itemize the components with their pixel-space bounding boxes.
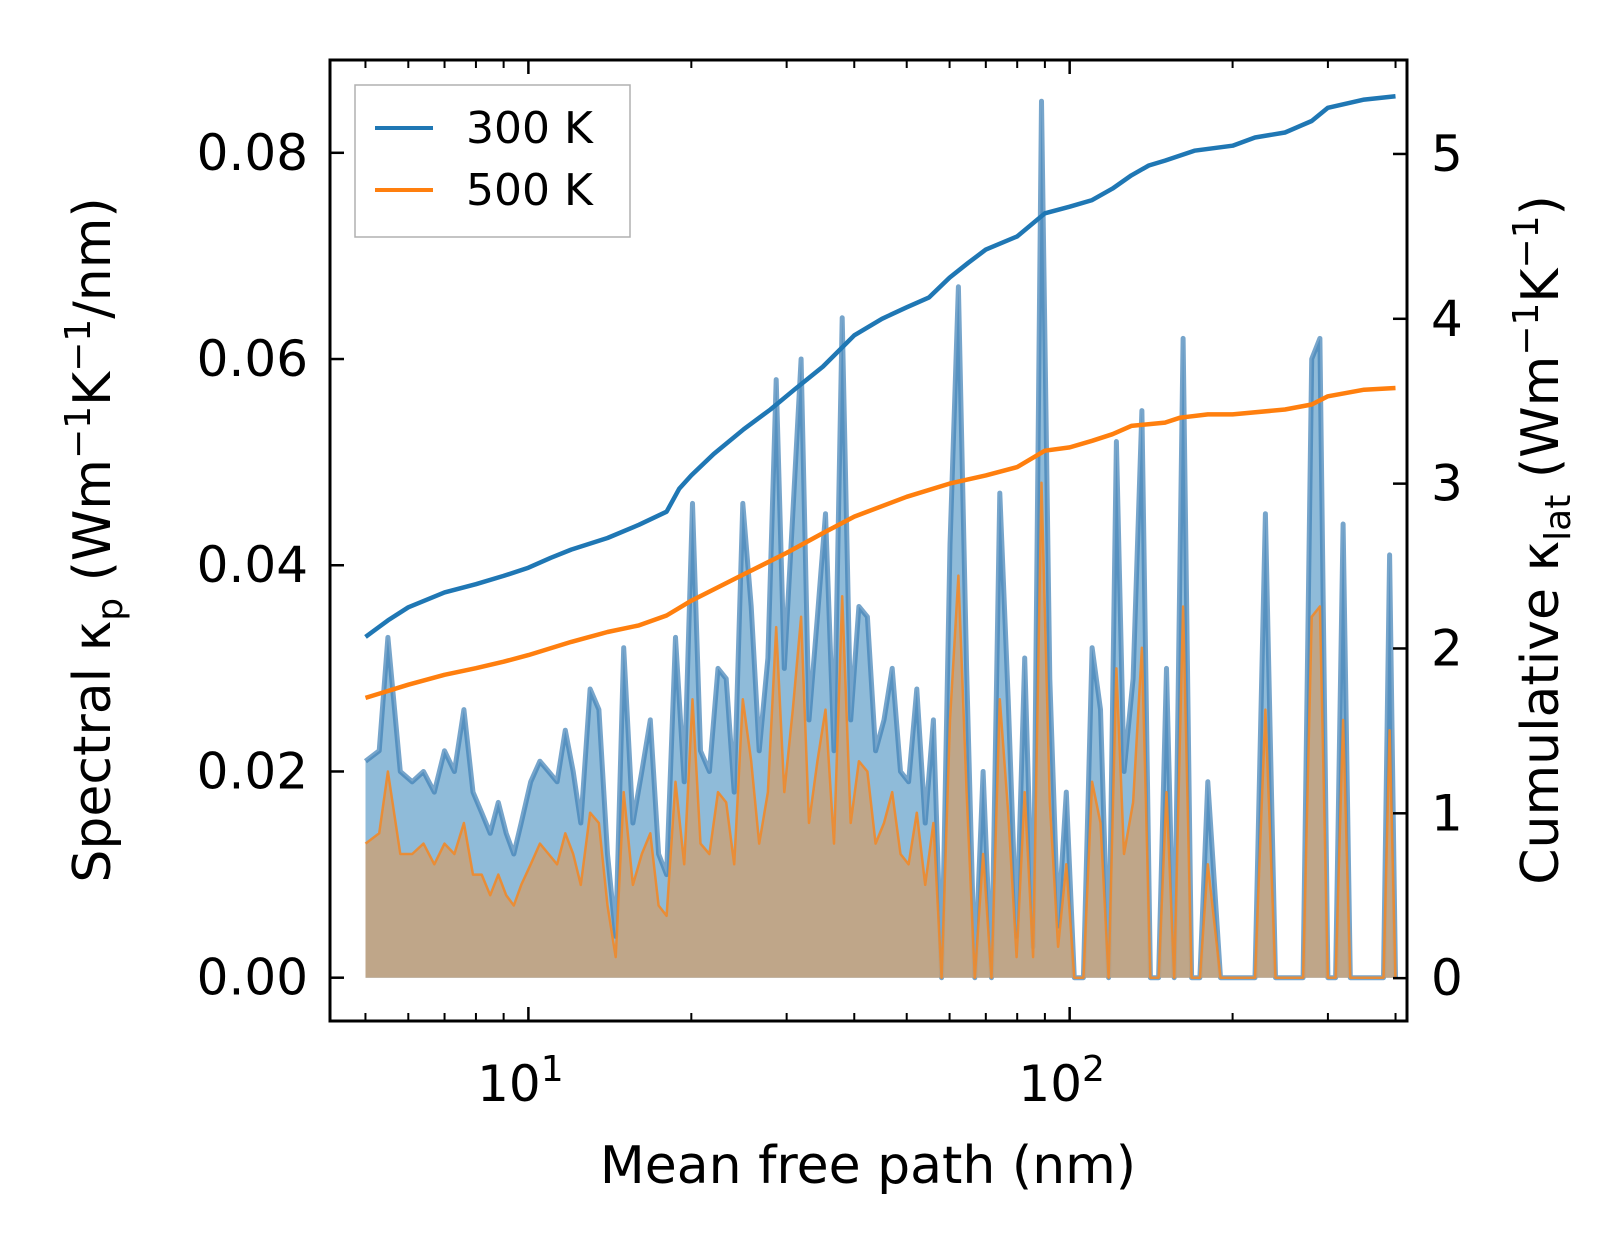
x-tick-label: 101 <box>477 1049 564 1113</box>
x-axis-title-group: Mean free path (nm) <box>600 1136 1136 1196</box>
cumulative-layer <box>364 94 1396 701</box>
y-right-tick-label: 3 <box>1431 455 1463 513</box>
legend-label-500k: 500 K <box>466 165 594 216</box>
y-left-tick-label: 0.04 <box>197 536 308 594</box>
y-right-tick-label: 1 <box>1431 784 1463 842</box>
x-tick-label: 102 <box>1018 1049 1105 1113</box>
y-right-tick-label: 4 <box>1431 290 1463 348</box>
spectral-area-500k <box>365 482 1396 978</box>
y-axis-title-left: Spectral κp (Wm−1K−1/nm) <box>58 197 131 882</box>
y-left-tick-label: 0.00 <box>197 949 308 1007</box>
ticks-layer: 0.00 0.02 0.04 0.06 0.08 0 1 2 3 4 5 101 102 <box>197 60 1463 1113</box>
cumulative-line-500k <box>364 385 1396 701</box>
y-left-tick-label: 0.02 <box>197 742 308 800</box>
y-right-tick-label: 2 <box>1431 619 1463 677</box>
y-left-tick-label: 0.06 <box>197 330 308 388</box>
y-left-tick-label: 0.08 <box>197 124 308 182</box>
legend-label-300k: 300 K <box>466 103 594 154</box>
spectral-layer <box>363 98 1398 981</box>
cumulative-line-300k <box>364 94 1396 639</box>
y-right-tick-label: 5 <box>1431 125 1463 183</box>
y-right-tick-label: 0 <box>1431 949 1463 1007</box>
legend: 300 K 500 K <box>354 84 631 238</box>
spectral-line-500k <box>364 481 1397 979</box>
legend-box <box>354 84 631 238</box>
x-axis-title: Mean free path (nm) <box>600 1136 1136 1196</box>
y-axis-title-right: Cumulative κlat (Wm−1K−1) <box>1506 195 1579 885</box>
plot-frame <box>328 58 1409 1023</box>
